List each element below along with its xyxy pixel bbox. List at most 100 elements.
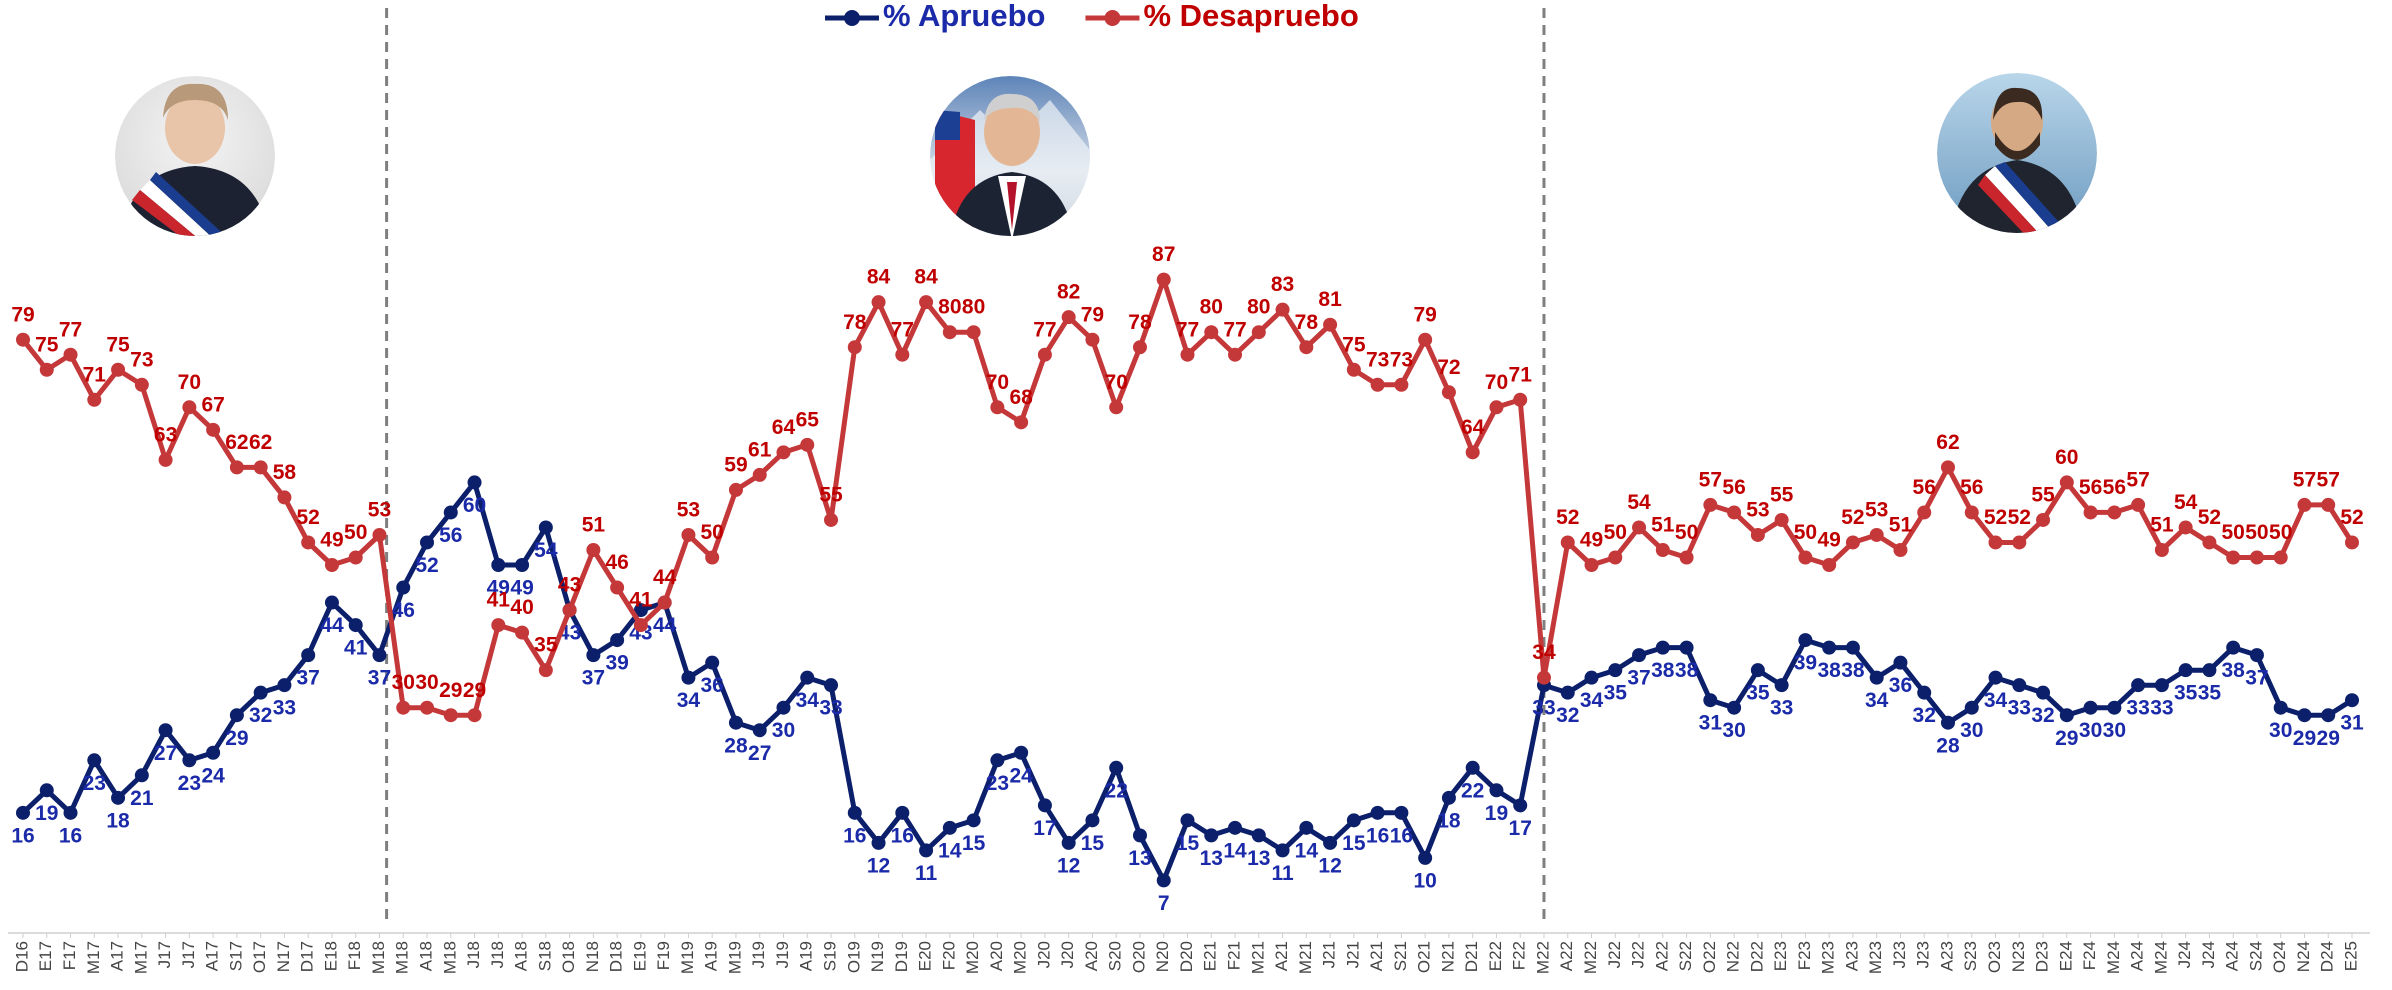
- data-label: 14: [1295, 839, 1319, 862]
- data-label: 41: [487, 589, 511, 612]
- data-point: [1585, 558, 1599, 572]
- data-point: [919, 843, 933, 857]
- data-point: [2345, 693, 2359, 707]
- x-tick-label: J21: [1343, 941, 1362, 968]
- x-tick-label: M19: [678, 941, 697, 974]
- data-label: 29: [2055, 727, 2078, 750]
- data-point: [1608, 551, 1622, 565]
- data-point: [2321, 708, 2335, 722]
- x-tick-label: A21: [1272, 941, 1291, 971]
- x-tick-label: D17: [298, 941, 317, 972]
- data-point: [1228, 348, 1242, 362]
- data-label: 68: [1009, 386, 1033, 409]
- data-label: 23: [83, 772, 106, 795]
- data-point: [1062, 836, 1076, 850]
- data-point: [872, 295, 886, 309]
- x-tick-label: J23: [1890, 941, 1909, 968]
- data-label: 13: [1128, 847, 1151, 870]
- data-point: [2297, 498, 2311, 512]
- data-point: [1703, 498, 1717, 512]
- data-point: [1489, 400, 1503, 414]
- data-label: 38: [2221, 659, 2245, 682]
- data-label: 7: [1158, 892, 1170, 915]
- data-point: [2084, 505, 2098, 519]
- data-label: 50: [2221, 521, 2244, 544]
- data-label: 46: [605, 551, 628, 574]
- data-label: 35: [1604, 682, 1628, 705]
- data-point: [40, 363, 54, 377]
- data-label: 70: [178, 371, 201, 394]
- data-point: [1228, 821, 1242, 835]
- data-point: [372, 648, 386, 662]
- x-tick-label: A19: [702, 941, 721, 971]
- data-point: [1632, 648, 1646, 662]
- data-point: [753, 468, 767, 482]
- x-tick-label: M21: [1248, 941, 1267, 974]
- data-point: [1846, 535, 1860, 549]
- data-point: [1846, 641, 1860, 655]
- data-label: 28: [1936, 734, 1960, 757]
- x-tick-label: A19: [797, 941, 816, 971]
- data-point: [301, 648, 315, 662]
- x-tick-label: N21: [1438, 941, 1457, 972]
- data-label: 52: [2340, 506, 2363, 529]
- data-label: 41: [629, 589, 653, 612]
- data-label: 50: [1604, 521, 1627, 544]
- data-label: 87: [1152, 243, 1175, 266]
- data-label: 56: [1722, 476, 1745, 499]
- data-point: [1014, 415, 1028, 429]
- x-tick-label: M17: [131, 941, 150, 974]
- data-point: [2226, 551, 2240, 565]
- x-tick-label: M20: [963, 941, 982, 974]
- data-point: [586, 543, 600, 557]
- data-point: [2036, 686, 2050, 700]
- data-label: 49: [320, 529, 343, 552]
- data-label: 33: [2150, 697, 2173, 720]
- data-point: [491, 618, 505, 632]
- x-tick-label: N18: [583, 941, 602, 972]
- x-tick-label: A18: [512, 941, 531, 971]
- data-label: 33: [1532, 697, 1555, 720]
- data-label: 30: [1960, 719, 1983, 742]
- data-point: [1775, 513, 1789, 527]
- x-tick-label: J24: [2175, 941, 2194, 968]
- data-point: [372, 528, 386, 542]
- data-point: [468, 708, 482, 722]
- data-label: 78: [843, 311, 867, 334]
- data-point: [325, 596, 339, 610]
- data-label: 34: [1532, 641, 1556, 664]
- data-point: [159, 723, 173, 737]
- data-label: 46: [392, 599, 415, 622]
- data-point: [895, 806, 909, 820]
- data-point: [87, 753, 101, 767]
- x-tick-label: J20: [1034, 941, 1053, 968]
- data-label: 12: [867, 854, 890, 877]
- data-label: 55: [2031, 483, 2055, 506]
- data-label: 59: [724, 453, 747, 476]
- x-tick-label: A22: [1652, 941, 1671, 971]
- data-label: 77: [59, 318, 82, 341]
- data-point: [563, 603, 577, 617]
- x-tick-label: S21: [1391, 941, 1410, 971]
- data-label: 24: [201, 764, 225, 787]
- data-point: [64, 806, 78, 820]
- data-point: [1870, 671, 1884, 685]
- data-point: [800, 671, 814, 685]
- data-label: 29: [463, 679, 486, 702]
- data-label: 79: [1081, 303, 1104, 326]
- data-label: 21: [130, 787, 154, 810]
- legend-marker: [844, 10, 860, 26]
- data-label: 10: [1413, 869, 1436, 892]
- data-point: [1418, 333, 1432, 347]
- data-point: [681, 671, 695, 685]
- data-label: 44: [653, 614, 677, 637]
- data-point: [444, 505, 458, 519]
- data-label: 24: [1009, 764, 1033, 787]
- data-point: [848, 340, 862, 354]
- data-point: [420, 535, 434, 549]
- data-label: 14: [1223, 839, 1247, 862]
- legend-label: % Desapruebo: [1143, 0, 1358, 33]
- data-point: [1870, 528, 1884, 542]
- x-tick-label: S22: [1676, 941, 1695, 971]
- x-tick-label: D16: [12, 941, 31, 972]
